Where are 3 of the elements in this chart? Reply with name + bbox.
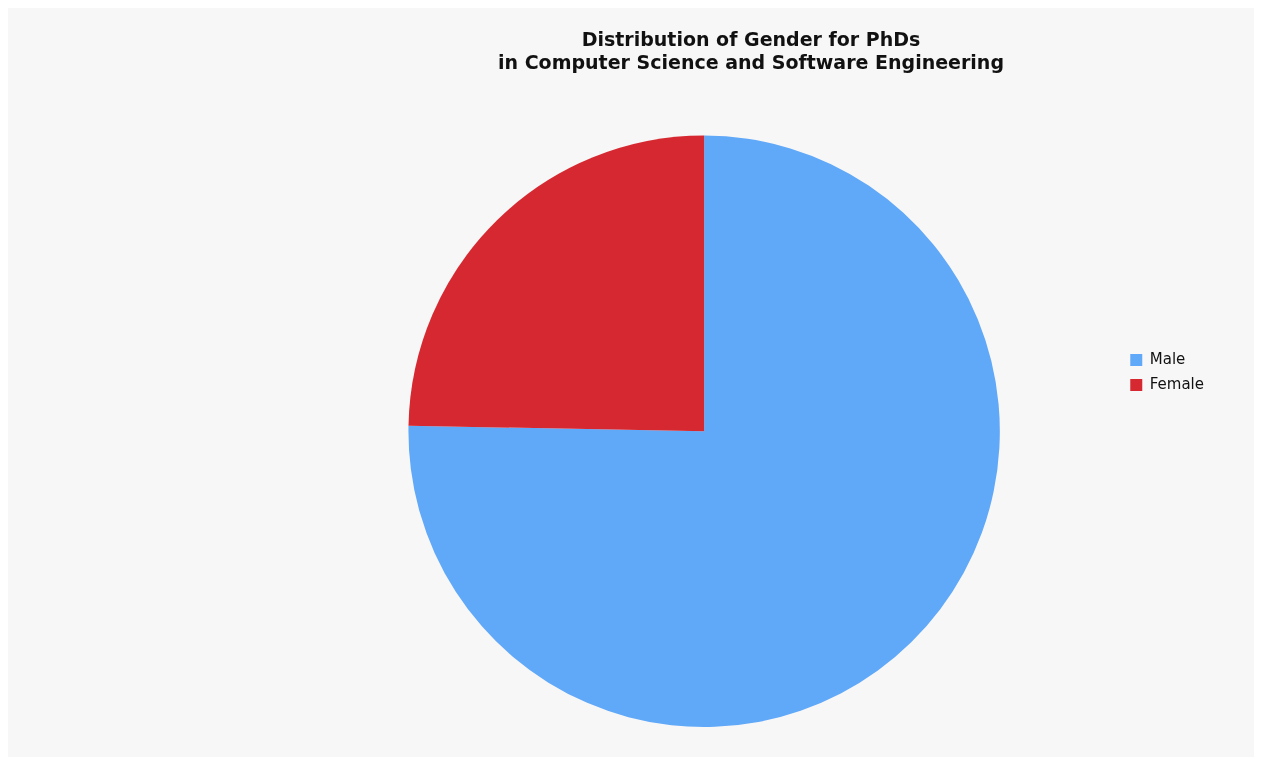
legend-label: Male (1149, 349, 1186, 368)
legend-label: Female (1149, 374, 1205, 393)
chart-title: Distribution of Gender for PhDs in Computer Science and Software Engineering (498, 28, 1004, 74)
